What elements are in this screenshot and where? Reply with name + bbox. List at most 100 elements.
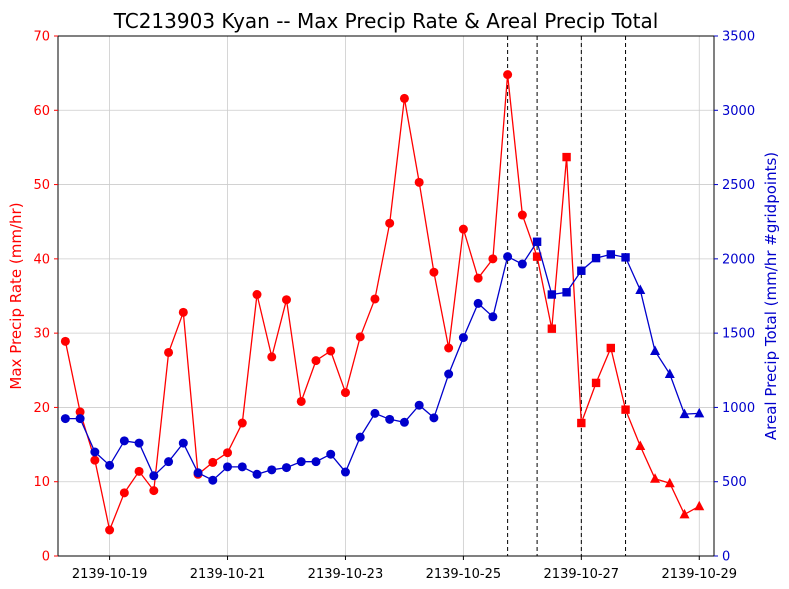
x-tick-label: 2139-10-19 (72, 567, 148, 582)
data-point-circle (444, 369, 454, 379)
max-precip-rate-series (60, 70, 705, 535)
data-point-circle (164, 347, 174, 357)
data-point-circle (208, 457, 218, 467)
data-point-circle (134, 466, 144, 476)
plot-frame (57, 35, 715, 557)
data-point-circle (326, 346, 336, 356)
data-point-square (591, 378, 601, 388)
data-point-circle (60, 414, 70, 424)
data-point-circle (208, 475, 218, 485)
data-point-circle (178, 438, 188, 448)
data-point-square (591, 253, 601, 263)
left-tick-label: 70 (33, 30, 50, 45)
data-point-circle (281, 463, 291, 473)
data-point-circle (237, 462, 247, 472)
data-point-circle (223, 448, 233, 458)
data-point-circle (105, 525, 115, 535)
data-point-circle (90, 447, 100, 457)
data-point-square (577, 418, 586, 428)
right-tick-label: 1000 (722, 401, 755, 416)
data-point-square (621, 253, 630, 262)
right-tick-label: 500 (722, 475, 747, 490)
data-point-circle (488, 254, 498, 264)
data-point-circle (237, 418, 247, 428)
data-point-circle (340, 388, 350, 398)
data-point-triangle (650, 345, 661, 355)
data-point-triangle (694, 500, 705, 511)
right-tick-label: 1500 (722, 327, 755, 342)
left-tick-label: 50 (33, 178, 50, 193)
data-point-circle (119, 488, 129, 498)
data-point-circle (399, 417, 409, 427)
data-point-triangle (635, 284, 646, 295)
data-point-circle (252, 469, 262, 479)
data-point-circle (355, 332, 365, 342)
areal-precip-total-series (60, 237, 705, 485)
data-point-circle (149, 486, 159, 496)
left-tick-label: 0 (42, 550, 50, 565)
data-point-triangle (694, 407, 705, 418)
data-point-square (562, 288, 571, 297)
data-point-triangle (635, 440, 646, 451)
data-point-circle (355, 432, 365, 442)
axis-layer: 0 10 20 30 40 50 60 70 0 500 1000 1500 2000 2500 3000 3… (33, 30, 755, 583)
data-point-circle (149, 471, 159, 481)
data-point-circle (414, 400, 424, 410)
data-point-square (532, 252, 542, 261)
data-point-triangle (679, 508, 690, 519)
data-point-circle (119, 436, 129, 446)
data-point-circle (178, 307, 188, 317)
data-point-circle (223, 462, 233, 472)
right-tick-label: 2000 (722, 252, 755, 267)
data-point-triangle (664, 368, 675, 378)
left-tick-label: 10 (33, 475, 50, 490)
data-point-circle (458, 333, 468, 343)
data-point-circle (370, 294, 380, 304)
data-point-circle (60, 336, 70, 346)
series-layer (60, 70, 705, 535)
data-point-square (606, 343, 616, 353)
data-point-circle (75, 414, 85, 424)
data-point-square (547, 290, 557, 299)
data-point-circle (326, 449, 336, 459)
data-point-triangle (679, 408, 690, 419)
data-point-circle (164, 457, 174, 467)
x-tick-label: 2139-10-23 (308, 567, 384, 582)
data-point-circle (296, 396, 306, 406)
chart-title: TC213903 Kyan -- Max Precip Rate & Areal… (113, 9, 659, 33)
data-point-square (532, 237, 542, 246)
data-point-circle (281, 295, 291, 305)
vline-layer (507, 36, 627, 556)
data-point-circle (473, 298, 483, 308)
right-tick-label: 0 (722, 550, 730, 565)
right-tick-label: 3500 (722, 30, 755, 45)
data-point-circle (267, 352, 277, 362)
data-point-circle (429, 413, 439, 423)
data-point-circle (429, 267, 439, 277)
left-tick-label: 40 (33, 252, 50, 267)
data-point-circle (134, 438, 144, 448)
x-tick-label: 2139-10-27 (544, 567, 620, 582)
data-point-triangle (664, 477, 675, 488)
left-tick-label: 30 (33, 327, 50, 342)
data-point-circle (385, 414, 395, 424)
x-tick-label: 2139-10-29 (661, 567, 737, 582)
data-point-circle (340, 467, 350, 477)
data-point-circle (105, 460, 115, 470)
data-point-circle (517, 210, 527, 220)
data-point-circle (503, 70, 513, 80)
data-point-circle (473, 273, 483, 283)
right-tick-label: 2500 (722, 178, 755, 193)
x-tick-label: 2139-10-25 (426, 567, 502, 582)
data-point-circle (90, 455, 100, 465)
data-point-circle (75, 407, 85, 417)
left-tick-label: 60 (33, 104, 50, 119)
right-tick-label: 3000 (722, 104, 755, 119)
left-tick-label: 20 (33, 401, 50, 416)
data-point-circle (267, 465, 277, 475)
data-point-circle (444, 343, 454, 353)
data-point-square (621, 405, 630, 414)
data-point-circle (311, 457, 321, 467)
data-point-circle (488, 312, 498, 322)
